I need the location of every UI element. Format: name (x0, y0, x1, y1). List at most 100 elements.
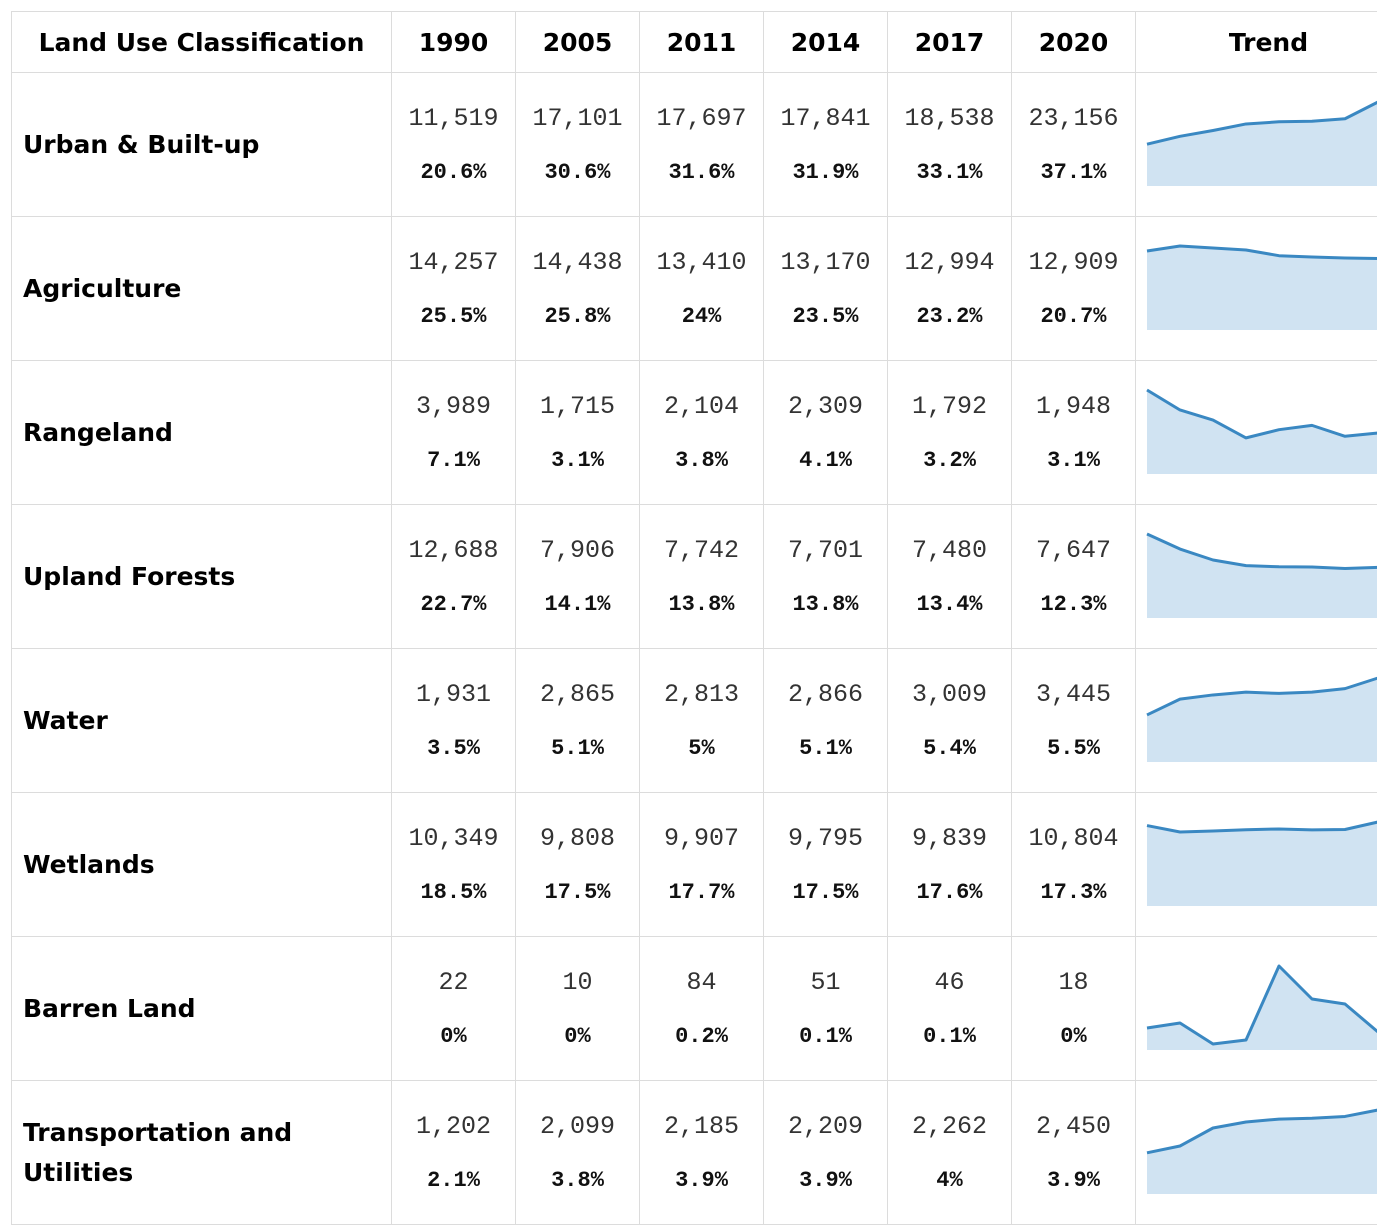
header-cell: Trend (1136, 12, 1377, 73)
sparkline (1136, 217, 1377, 360)
area-value: 1,715 (516, 389, 639, 425)
area-percent: 25.8% (516, 299, 639, 335)
area-value: 3,009 (888, 677, 1011, 713)
area-value: 13,170 (764, 245, 887, 281)
trend-cell (1136, 793, 1377, 937)
area-percent: 0% (392, 1019, 515, 1055)
trend-cell (1136, 649, 1377, 793)
area-percent: 12.3% (1012, 587, 1135, 623)
area-percent: 17.6% (888, 875, 1011, 911)
area-percent: 3.8% (640, 443, 763, 479)
header-cell: Land Use Classification (12, 12, 392, 73)
area-percent: 0.1% (888, 1019, 1011, 1055)
area-value: 1,792 (888, 389, 1011, 425)
area-percent: 20.6% (392, 155, 515, 191)
area-percent: 3.1% (516, 443, 639, 479)
area-percent: 25.5% (392, 299, 515, 335)
area-value: 18,538 (888, 101, 1011, 137)
area-value: 2,099 (516, 1109, 639, 1145)
trend-cell (1136, 217, 1377, 361)
sparkline (1136, 793, 1377, 936)
area-percent: 23.2% (888, 299, 1011, 335)
value-cell: 1,202 2.1% (392, 1081, 516, 1225)
value-cell: 14,438 25.8% (516, 217, 640, 361)
trend-cell (1136, 361, 1377, 505)
area-percent: 2.1% (392, 1163, 515, 1199)
value-cell: 18,538 33.1% (888, 73, 1012, 217)
row-label: Wetlands (12, 793, 392, 937)
area-value: 2,866 (764, 677, 887, 713)
area-percent: 5% (640, 731, 763, 767)
value-cell: 14,257 25.5% (392, 217, 516, 361)
area-percent: 0.2% (640, 1019, 763, 1055)
area-percent: 0% (1012, 1019, 1135, 1055)
value-cell: 1,715 3.1% (516, 361, 640, 505)
sparkline (1136, 937, 1377, 1080)
area-value: 2,450 (1012, 1109, 1135, 1145)
area-percent: 31.9% (764, 155, 887, 191)
row-label: Rangeland (12, 361, 392, 505)
area-value: 17,697 (640, 101, 763, 137)
area-percent: 3.9% (640, 1163, 763, 1199)
area-value: 13,410 (640, 245, 763, 281)
sparkline-line (1147, 822, 1377, 832)
area-value: 2,185 (640, 1109, 763, 1145)
header-cell: 2014 (764, 12, 888, 73)
area-value: 2,865 (516, 677, 639, 713)
header-cell: 1990 (392, 12, 516, 73)
area-percent: 17.7% (640, 875, 763, 911)
area-value: 7,742 (640, 533, 763, 569)
area-percent: 13.4% (888, 587, 1011, 623)
area-value: 14,257 (392, 245, 515, 281)
value-cell: 7,701 13.8% (764, 505, 888, 649)
area-value: 7,647 (1012, 533, 1135, 569)
area-value: 17,101 (516, 101, 639, 137)
area-value: 10,349 (392, 821, 515, 857)
sparkline (1136, 1081, 1377, 1224)
area-value: 12,688 (392, 533, 515, 569)
sparkline-area (1147, 534, 1377, 618)
area-percent: 3.2% (888, 443, 1011, 479)
area-value: 12,994 (888, 245, 1011, 281)
area-percent: 5.5% (1012, 731, 1135, 767)
area-percent: 0% (516, 1019, 639, 1055)
area-percent: 13.8% (764, 587, 887, 623)
trend-cell (1136, 937, 1377, 1081)
area-value: 7,701 (764, 533, 887, 569)
sparkline (1136, 649, 1377, 792)
area-value: 14,438 (516, 245, 639, 281)
row-label: Urban & Built-up (12, 73, 392, 217)
area-value: 7,480 (888, 533, 1011, 569)
area-value: 1,202 (392, 1109, 515, 1145)
area-value: 18 (1012, 965, 1135, 1001)
area-percent: 18.5% (392, 875, 515, 911)
sparkline (1136, 361, 1377, 504)
area-percent: 3.8% (516, 1163, 639, 1199)
area-percent: 5.4% (888, 731, 1011, 767)
area-value: 84 (640, 965, 763, 1001)
area-percent: 33.1% (888, 155, 1011, 191)
area-value: 7,906 (516, 533, 639, 569)
row-label: Barren Land (12, 937, 392, 1081)
area-percent: 24% (640, 299, 763, 335)
area-value: 10 (516, 965, 639, 1001)
